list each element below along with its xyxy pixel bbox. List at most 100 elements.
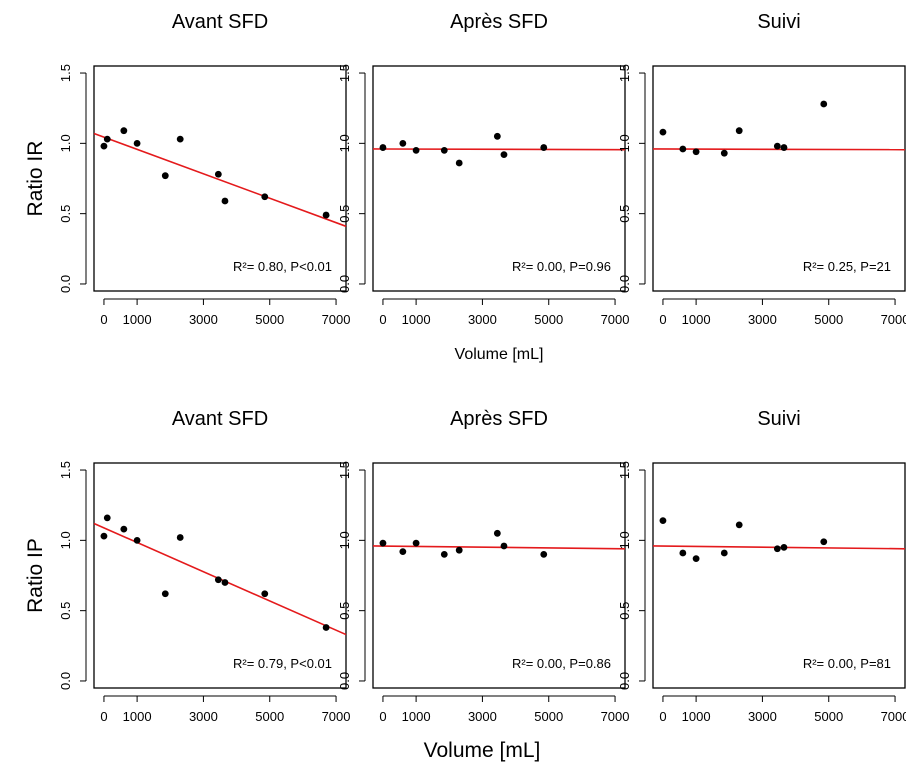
data-point xyxy=(221,579,229,586)
plot-frame xyxy=(652,462,906,689)
y-tick-label: 0.5 xyxy=(58,602,73,620)
y-tick-label: 1.5 xyxy=(58,461,73,479)
data-point xyxy=(735,127,743,135)
data-point xyxy=(540,551,548,558)
x-tick-label: 3000 xyxy=(748,312,777,327)
stats-annotation: R²= 0.25, P=21 xyxy=(803,259,891,274)
data-point xyxy=(493,529,501,537)
y-tick-label: 0.0 xyxy=(617,275,632,293)
data-point xyxy=(692,555,700,563)
y-tick-label: 0.0 xyxy=(337,275,352,293)
data-point xyxy=(379,539,387,547)
regression-line xyxy=(372,148,626,151)
y-tick-label: 0.0 xyxy=(617,672,632,690)
x-tick-label: 0 xyxy=(659,312,666,327)
x-tick-label: 1000 xyxy=(123,709,152,724)
x-tick-label: 5000 xyxy=(814,709,843,724)
x-tick-label: 5000 xyxy=(255,312,284,327)
y-axis-label: Ratio IP xyxy=(24,538,47,613)
plot-frame xyxy=(93,65,347,292)
y-tick-label: 0.0 xyxy=(58,672,73,690)
panel-title: Suivi xyxy=(757,408,800,430)
data-point xyxy=(261,590,269,598)
stats-annotation: R²= 0.00, P=0.96 xyxy=(512,259,611,274)
x-tick-label: 3000 xyxy=(189,709,218,724)
x-tick-label: 0 xyxy=(379,709,386,724)
data-point xyxy=(780,144,788,151)
data-point xyxy=(214,170,222,178)
data-point xyxy=(820,538,828,546)
plot-frame xyxy=(372,65,626,292)
data-point xyxy=(679,145,687,153)
data-point xyxy=(659,128,667,136)
stats-annotation: R²= 0.00, P=81 xyxy=(803,656,891,671)
data-point xyxy=(773,545,781,553)
data-point xyxy=(540,144,548,151)
y-tick-label: 1.5 xyxy=(337,461,352,479)
x-tick-label: 3000 xyxy=(468,312,497,327)
chart-panel-2: Après SFD 0 1000 3000 5000 7000 0.0 0.5 1.0 1.5 Vo… xyxy=(337,11,630,363)
x-tick-label: 0 xyxy=(100,709,107,724)
data-point xyxy=(161,172,169,180)
data-point xyxy=(103,514,111,522)
y-tick-label: 1.0 xyxy=(58,531,73,549)
panel-title: Suivi xyxy=(757,11,800,33)
chart-panel-4: Avant SFD 0 1000 3000 5000 7000 0.0 0.5 1.0 1.5 Ra… xyxy=(24,408,351,724)
x-tick-label: 7000 xyxy=(881,312,906,327)
x-tick-label: 1000 xyxy=(402,312,431,327)
data-point xyxy=(820,100,828,108)
panel-title: Avant SFD xyxy=(172,11,268,33)
y-tick-label: 1.0 xyxy=(337,531,352,549)
data-point xyxy=(120,525,128,533)
data-point xyxy=(100,142,108,150)
y-tick-label: 0.5 xyxy=(337,205,352,223)
x-tick-label: 7000 xyxy=(322,312,351,327)
x-tick-label: 1000 xyxy=(123,312,152,327)
data-point xyxy=(100,532,108,540)
data-point xyxy=(379,144,387,151)
data-point xyxy=(214,576,222,584)
data-point xyxy=(692,148,700,156)
figure-xlabel: Volume [mL] xyxy=(424,739,541,762)
y-tick-label: 0.5 xyxy=(58,205,73,223)
x-tick-label: 5000 xyxy=(534,709,563,724)
y-tick-label: 1.0 xyxy=(58,134,73,152)
data-point xyxy=(176,534,184,541)
y-tick-label: 0.5 xyxy=(337,602,352,620)
data-point xyxy=(440,551,448,558)
y-tick-label: 1.0 xyxy=(617,531,632,549)
data-point xyxy=(500,151,508,158)
chart-panel-1: Avant SFD 0 1000 3000 5000 7000 0.0 0.5 1.0 1.5 Ra… xyxy=(24,11,351,327)
y-axis-label: Ratio IR xyxy=(24,141,47,217)
x-tick-label: 5000 xyxy=(255,709,284,724)
data-point xyxy=(720,149,728,157)
x-axis-label: Volume [mL] xyxy=(455,346,544,363)
data-point xyxy=(455,159,463,167)
x-tick-label: 3000 xyxy=(189,312,218,327)
regression-line xyxy=(372,545,626,550)
panel-title: Avant SFD xyxy=(172,408,268,430)
stats-annotation: R²= 0.80, P<0.01 xyxy=(233,259,332,274)
y-tick-label: 0.5 xyxy=(617,602,632,620)
data-point xyxy=(455,546,463,554)
data-point xyxy=(780,543,788,551)
x-tick-label: 0 xyxy=(100,312,107,327)
y-tick-label: 1.0 xyxy=(617,134,632,152)
data-point xyxy=(120,127,128,135)
x-tick-label: 0 xyxy=(379,312,386,327)
plot-frame xyxy=(652,65,906,292)
stats-annotation: R²= 0.79, P<0.01 xyxy=(233,656,332,671)
plot-frame xyxy=(93,462,347,689)
y-tick-label: 0.5 xyxy=(617,205,632,223)
chart-panel-3: Suivi 0 1000 3000 5000 7000 0.0 0.5 1.0 1.5 R²= 0.… xyxy=(617,11,906,327)
data-point xyxy=(133,139,141,147)
stats-annotation: R²= 0.00, P=0.86 xyxy=(512,656,611,671)
data-point xyxy=(161,590,169,598)
data-point xyxy=(679,549,687,557)
x-tick-label: 5000 xyxy=(814,312,843,327)
data-point xyxy=(735,521,743,529)
chart-panel-5: Après SFD 0 1000 3000 5000 7000 0.0 0.5 1.0 1.5 R²… xyxy=(337,408,630,724)
data-point xyxy=(500,542,508,550)
data-point xyxy=(659,517,667,525)
x-tick-label: 3000 xyxy=(468,709,497,724)
